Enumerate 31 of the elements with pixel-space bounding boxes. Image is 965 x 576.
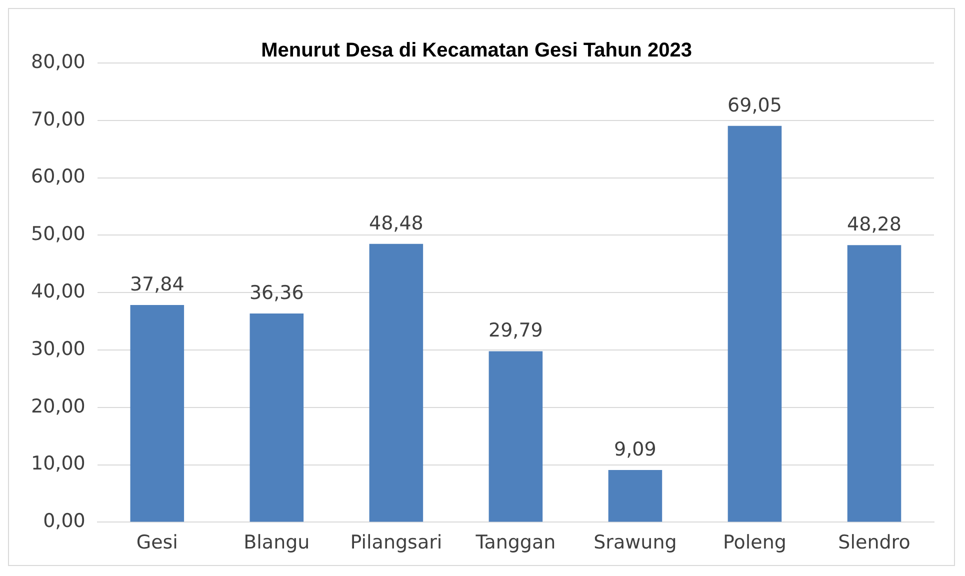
data-label: 37,84 <box>130 273 184 296</box>
y-tick-label: 60,00 <box>30 166 86 188</box>
data-label: 69,05 <box>728 94 782 116</box>
bar <box>130 305 184 522</box>
chart-title: Menurut Desa di Kecamatan Gesi Tahun 2023 <box>261 40 692 62</box>
bar <box>488 351 543 522</box>
bar <box>250 313 304 522</box>
y-tick-label: 20,00 <box>30 395 86 418</box>
x-tick-label: Tanggan <box>474 532 556 554</box>
x-tick-label: Gesi <box>136 532 178 554</box>
y-tick-label: 30,00 <box>30 338 86 360</box>
y-tick-label: 0,00 <box>43 510 86 532</box>
data-label: 48,48 <box>368 212 424 234</box>
data-label: 29,79 <box>488 320 543 342</box>
x-tick-label: Blangu <box>244 532 310 554</box>
data-label: 9,09 <box>614 438 656 460</box>
bar <box>369 244 424 522</box>
data-label: 36,36 <box>249 282 304 304</box>
x-tick-label: Poleng <box>722 532 786 554</box>
y-tick-label: 70,00 <box>30 108 86 130</box>
x-tick-label: Pilangsari <box>350 532 442 554</box>
bar <box>728 126 782 522</box>
y-tick-label: 10,00 <box>30 452 86 475</box>
bar <box>608 470 662 522</box>
data-label: 48,28 <box>847 214 902 236</box>
y-tick-label: 40,00 <box>30 280 86 303</box>
bar <box>847 245 902 522</box>
x-tick-label: Srawung <box>594 532 677 554</box>
y-tick-label: 50,00 <box>30 223 86 246</box>
y-tick-label: 80,00 <box>30 50 86 73</box>
x-tick-label: Slendro <box>838 532 910 554</box>
